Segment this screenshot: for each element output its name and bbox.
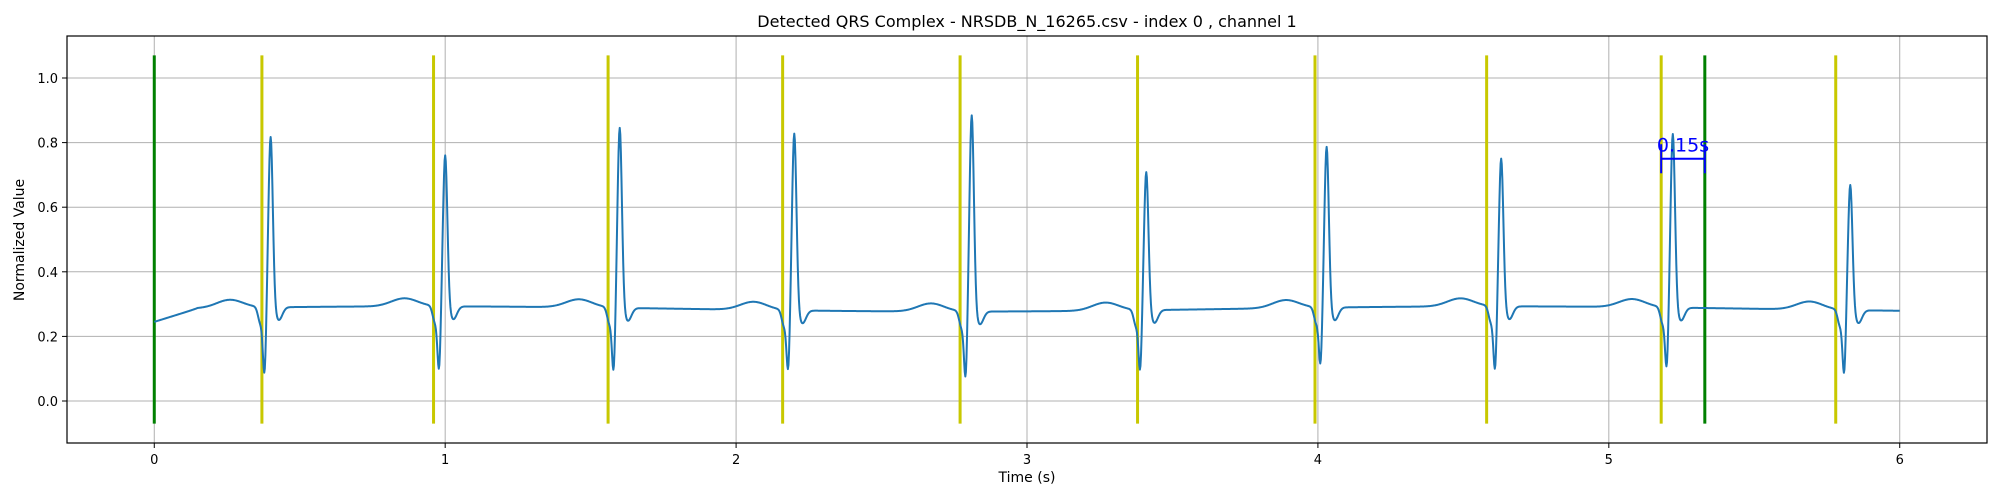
grid-lines: [67, 36, 1987, 443]
chart-title: Detected QRS Complex - NRSDB_N_16265.csv…: [757, 12, 1296, 32]
x-tick-label: 1: [441, 453, 449, 468]
y-tick-label: 0.0: [37, 395, 58, 410]
interval-annotation: 0.15s: [1657, 135, 1709, 174]
x-tick-label: 3: [1023, 453, 1031, 468]
x-tick-label: 2: [732, 453, 740, 468]
x-axis-label: Time (s): [998, 470, 1056, 486]
y-tick-label: 0.4: [37, 266, 58, 281]
interval-label: 0.15s: [1657, 135, 1709, 157]
ecg-signal: [153, 114, 1901, 378]
y-tick-label: 0.2: [37, 330, 58, 345]
y-tick-label: 1.0: [37, 72, 58, 87]
x-tick-label: 6: [1896, 453, 1904, 468]
x-tick-label: 5: [1605, 453, 1613, 468]
y-axis-label: Normalized Value: [12, 179, 28, 301]
qrs-markers: [152, 55, 1838, 424]
y-tick-label: 0.8: [37, 137, 58, 152]
ecg-trace: [153, 114, 1901, 378]
axis-ticks: 0 1 2 3 4 5 6 0.0 0.2 0.4 0.6 0.8 1.0: [37, 72, 1904, 468]
x-tick-label: 0: [150, 453, 158, 468]
y-tick-label: 0.6: [37, 201, 58, 216]
x-tick-label: 4: [1314, 453, 1322, 468]
